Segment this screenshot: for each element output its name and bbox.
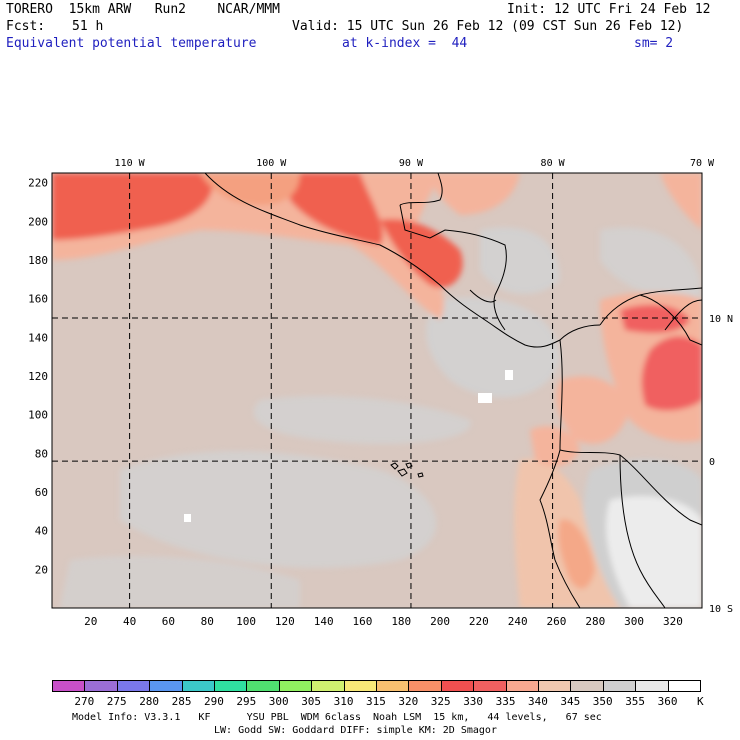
x-tick-label: 80 bbox=[201, 615, 214, 628]
lat-lon-grid bbox=[52, 173, 702, 608]
colorbar-label: 300 bbox=[268, 695, 289, 708]
colorbar-label: 320 bbox=[398, 695, 419, 708]
colorbar-label: 340 bbox=[528, 695, 548, 708]
shaded-field bbox=[52, 173, 702, 608]
galapagos-islands bbox=[390, 462, 424, 478]
y-tick-label: 220 bbox=[28, 177, 48, 190]
model-title: TORERO 15km ARW Run2 NCAR/MMM bbox=[6, 2, 280, 17]
x-tick-label: 180 bbox=[391, 615, 411, 628]
init-time: Init: 12 UTC Fri 24 Feb 12 bbox=[507, 2, 711, 17]
colorbar-swatch bbox=[116, 680, 151, 692]
colorbar-swatch bbox=[440, 680, 475, 692]
colorbar-swatch bbox=[538, 680, 572, 692]
y-tick-label: 20 bbox=[35, 563, 48, 576]
colorbar-swatch bbox=[278, 680, 313, 692]
colorbar-swatch bbox=[667, 680, 701, 692]
colorbar-label: 330 bbox=[463, 695, 484, 708]
x-tick-label: 100 bbox=[236, 615, 256, 628]
longitude-label: 80 W bbox=[541, 158, 566, 169]
field-name: Equivalent potential temperature bbox=[6, 36, 257, 51]
coastline bbox=[204, 173, 702, 608]
longitude-labels: 110 W 100 W 90 W 80 W 70 W bbox=[115, 158, 715, 169]
y-tick-label: 160 bbox=[28, 293, 48, 306]
latitude-label: 10 S bbox=[709, 604, 733, 615]
x-tick-label: 320 bbox=[663, 615, 683, 628]
forecast-hour: 51 h bbox=[72, 19, 104, 34]
colorbar-swatch bbox=[505, 680, 539, 692]
x-tick-label: 120 bbox=[275, 615, 295, 628]
colorbar-label: 280 bbox=[139, 695, 160, 708]
colorbar-label: 335 bbox=[495, 695, 516, 708]
colorbar-swatch bbox=[408, 680, 442, 692]
y-tick-label: 200 bbox=[28, 215, 48, 228]
colorbar-label: 360 bbox=[657, 695, 678, 708]
model-info: Model Info: V3.3.1 KF YSU PBL WDM 6class… bbox=[72, 712, 602, 723]
colorbar-swatch bbox=[246, 680, 280, 692]
colorbar-swatch bbox=[214, 680, 248, 692]
colorbar-swatch bbox=[311, 680, 345, 692]
y-tick-label: 100 bbox=[28, 409, 48, 422]
plot-frame bbox=[51, 172, 703, 609]
y-tick-label: 120 bbox=[28, 370, 48, 383]
physics-info: LW: Godd SW: Goddard DIFF: simple KM: 2D… bbox=[214, 725, 497, 736]
colorbar-swatch bbox=[52, 680, 86, 692]
colorbar-label: 275 bbox=[106, 695, 127, 708]
colorbar-swatch bbox=[473, 680, 507, 692]
longitude-label: 90 W bbox=[399, 158, 424, 169]
x-tick-label: 40 bbox=[123, 615, 136, 628]
y-tick-label: 180 bbox=[28, 254, 48, 267]
latitude-label: 10 N bbox=[709, 314, 733, 325]
valid-time: Valid: 15 UTC Sun 26 Feb 12 (09 CST Sun … bbox=[292, 19, 684, 34]
latitude-labels: 10 N 0 10 S bbox=[709, 314, 733, 615]
x-tick-label: 200 bbox=[430, 615, 450, 628]
forecast-label: Fcst: bbox=[6, 19, 46, 34]
smoothing-info: sm= 2 bbox=[634, 36, 674, 51]
longitude-label: 70 W bbox=[690, 158, 715, 169]
y-tick-label: 60 bbox=[35, 486, 48, 499]
colorbar-label: 345 bbox=[560, 695, 581, 708]
y-tick-label: 140 bbox=[28, 331, 48, 344]
latitude-label: 0 bbox=[709, 457, 715, 468]
colorbar-label: 325 bbox=[430, 695, 451, 708]
colorbar-label: 295 bbox=[236, 695, 257, 708]
x-tick-label: 260 bbox=[547, 615, 567, 628]
colorbar-label: 270 bbox=[74, 695, 95, 708]
longitude-label: 110 W bbox=[115, 158, 146, 169]
x-tick-label: 140 bbox=[314, 615, 334, 628]
colorbar-label: 315 bbox=[366, 695, 386, 708]
x-tick-label: 240 bbox=[508, 615, 528, 628]
level-info: at k-index = 44 bbox=[342, 36, 468, 51]
longitude-label: 100 W bbox=[256, 158, 287, 169]
x-tick-label: 300 bbox=[624, 615, 644, 628]
colorbar-label: 310 bbox=[333, 695, 354, 708]
y-tick-label: 40 bbox=[35, 525, 48, 538]
y-tick-label: 80 bbox=[35, 447, 48, 460]
colorbar-label: 350 bbox=[592, 695, 613, 708]
x-tick-label: 20 bbox=[84, 615, 97, 628]
x-tick-label: 60 bbox=[162, 615, 175, 628]
x-tick-label: 280 bbox=[585, 615, 605, 628]
colorbar-label: 355 bbox=[625, 695, 646, 708]
x-tick-label: 220 bbox=[469, 615, 489, 628]
y-axis: 220 200 180 160 140 120 100 80 60 40 20 bbox=[28, 177, 48, 577]
colorbar-label: 290 bbox=[204, 695, 224, 708]
colorbar-swatch bbox=[376, 680, 410, 692]
x-axis: 20 40 60 80 100 120 140 160 180 200 220 240 260 280 30… bbox=[84, 615, 683, 628]
colorbar-swatch bbox=[570, 680, 604, 692]
x-tick-label: 160 bbox=[353, 615, 373, 628]
colorbar-swatch bbox=[181, 680, 215, 692]
colorbar-swatch bbox=[149, 680, 183, 692]
colorbar-swatch bbox=[602, 680, 637, 692]
colorbar-swatch bbox=[84, 680, 118, 692]
colorbar-unit: K bbox=[697, 695, 704, 708]
colorbar-label: 285 bbox=[171, 695, 192, 708]
colorbar-label: 305 bbox=[301, 695, 322, 708]
colorbar-swatch bbox=[635, 680, 669, 692]
colorbar-swatch bbox=[343, 680, 377, 692]
